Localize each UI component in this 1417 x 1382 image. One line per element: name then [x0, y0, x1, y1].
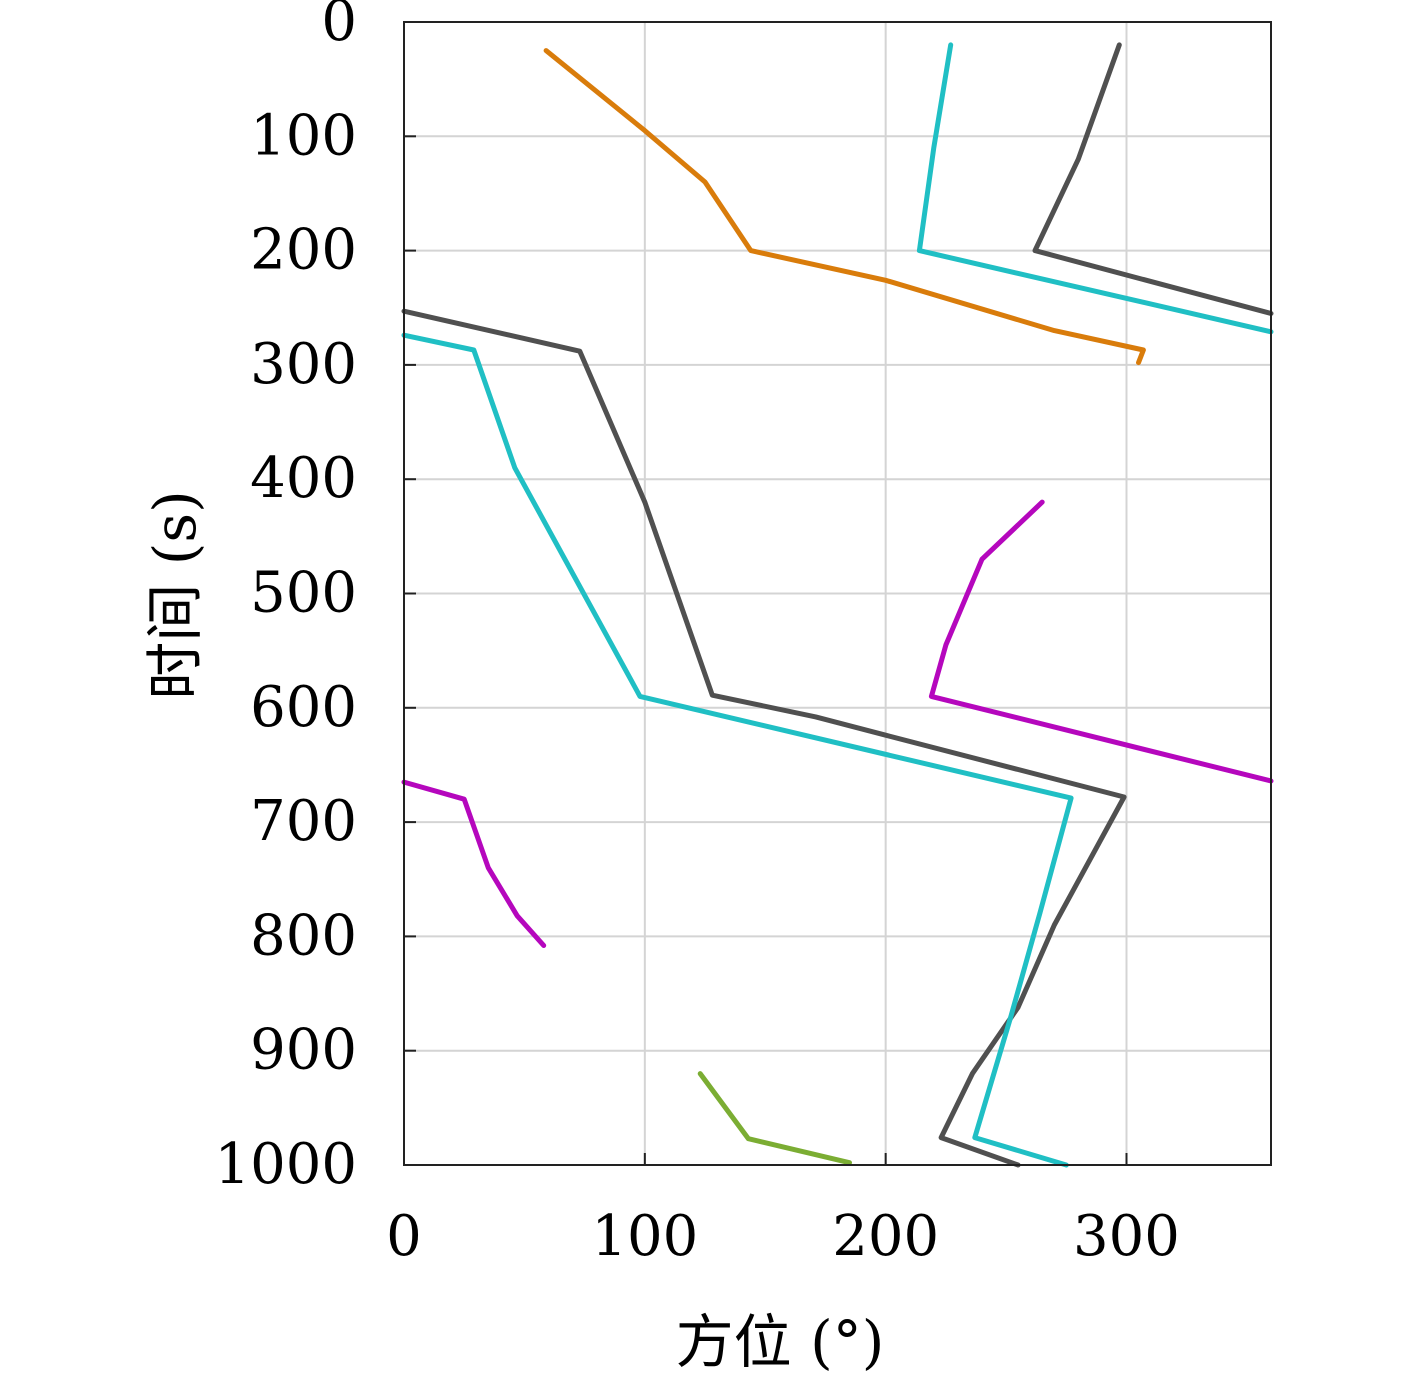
x-axis-label: 方位 (°) [676, 1308, 885, 1376]
y-tick-label: 700 [250, 789, 357, 854]
series-line-4 [401, 308, 1127, 1168]
x-tick-label: 0 [386, 1204, 422, 1269]
y-tick-label: 200 [250, 218, 357, 283]
series-line-8 [697, 1071, 852, 1166]
series-group [401, 42, 1274, 1168]
y-tick-label: 500 [250, 561, 357, 626]
y-tick-label: 600 [250, 675, 357, 740]
series-line-5 [401, 332, 1074, 1168]
y-tick-label: 300 [250, 332, 357, 397]
x-tick-label: 100 [591, 1204, 698, 1269]
x-tick-label: 300 [1073, 1204, 1180, 1269]
y-tick-label: 0 [321, 0, 357, 54]
y-tick-label: 800 [250, 903, 357, 968]
y-axis-label: 时间 (s) [141, 490, 209, 699]
series-line-2 [916, 42, 1274, 335]
grid [403, 21, 1271, 1166]
series-line-1 [543, 48, 1146, 366]
y-tick-label: 900 [250, 1018, 357, 1083]
y-tick-label: 100 [250, 103, 357, 168]
y-tick-label: 400 [250, 446, 357, 511]
series-line-7 [401, 779, 547, 948]
series-line-6 [928, 499, 1274, 784]
y-tick-label: 1000 [214, 1132, 357, 1197]
series-line-3 [1032, 42, 1274, 316]
x-tick-label: 200 [832, 1204, 939, 1269]
ticks: 0 100 200 300 400 500 600 700 800 900 1000 0 100 200 3… [214, 0, 1179, 1269]
